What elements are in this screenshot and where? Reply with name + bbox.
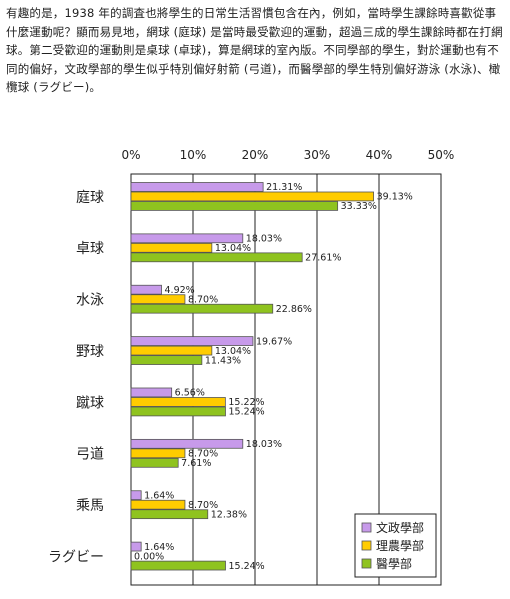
bar [130,303,274,314]
x-tick-label: 40% [366,148,393,162]
bar [130,490,142,501]
value-label: 13.04% [215,243,251,254]
category-label: 水泳 [76,293,104,309]
value-label: 18.03% [246,439,282,450]
category-label: 乘馬 [76,498,104,514]
value-label: 4.92% [165,285,195,296]
value-label: 19.67% [256,336,292,347]
value-label: 15.24% [228,407,264,418]
x-tick-label: 0% [121,148,140,162]
value-label: 8.70% [188,294,218,305]
value-label: 11.43% [205,355,241,366]
category-label: 卓球 [76,241,104,257]
value-label: 15.22% [228,397,264,408]
value-label: 22.86% [276,304,312,315]
value-labels: 21.31%39.13%33.33%18.03%13.04%27.61%4.92… [134,182,413,572]
bar [130,541,142,552]
bar [130,438,244,449]
bar [130,182,264,192]
legend-label: 醫學部 [376,556,412,571]
bar [130,406,226,417]
x-axis-tick-labels: 0% 10% 20% 30% 40% 50% [121,148,454,162]
legend-label: 文政學部 [376,520,424,535]
bar [130,336,254,346]
intro-paragraph: 有趣的是，1938 年的調査也將學生的日常生活習慣包含在內，例如，當時學生課餘時… [6,6,503,94]
x-tick-label: 30% [304,148,331,162]
bar [130,345,213,356]
category-label: 蹴球 [76,395,104,411]
value-label: 39.13% [377,192,413,203]
bar [130,191,375,202]
bar [130,284,162,295]
value-label: 12.38% [211,509,247,520]
category-label: ラグビー [48,549,104,565]
legend-swatch [361,558,372,569]
value-label: 7.61% [181,458,211,469]
value-label: 21.31% [266,182,302,193]
bar [130,448,186,459]
x-tick-label: 50% [428,148,455,162]
bars [130,182,375,571]
category-label: 弓道 [76,447,104,463]
bar [130,457,179,468]
x-tick-label: 10% [180,148,207,162]
bar [130,233,244,244]
value-label: 33.33% [341,201,377,212]
legend-swatch [361,540,372,551]
bar [130,201,339,211]
value-label: 13.04% [215,346,251,357]
value-label: 1.64% [144,542,174,553]
category-label: 庭球 [76,189,104,206]
legend-label: 理農學部 [376,538,424,553]
value-label: 1.64% [144,490,174,501]
category-label: 野球 [76,344,104,360]
value-label: 6.56% [175,388,205,399]
bar [130,387,173,398]
value-label: 8.70% [188,500,218,511]
bar [130,397,226,407]
legend-swatch [361,522,372,533]
bar [130,252,303,263]
bar [130,355,203,365]
x-tick-label: 20% [242,148,269,162]
value-label: 15.24% [228,561,264,572]
bar [130,499,186,510]
value-label: 27.61% [305,253,341,264]
value-label: 8.70% [188,449,218,460]
bar [130,294,186,305]
bar [130,509,209,520]
value-label: 18.03% [246,234,282,245]
value-label: 0.00% [134,551,164,562]
bar [130,560,226,571]
bar [130,242,213,253]
